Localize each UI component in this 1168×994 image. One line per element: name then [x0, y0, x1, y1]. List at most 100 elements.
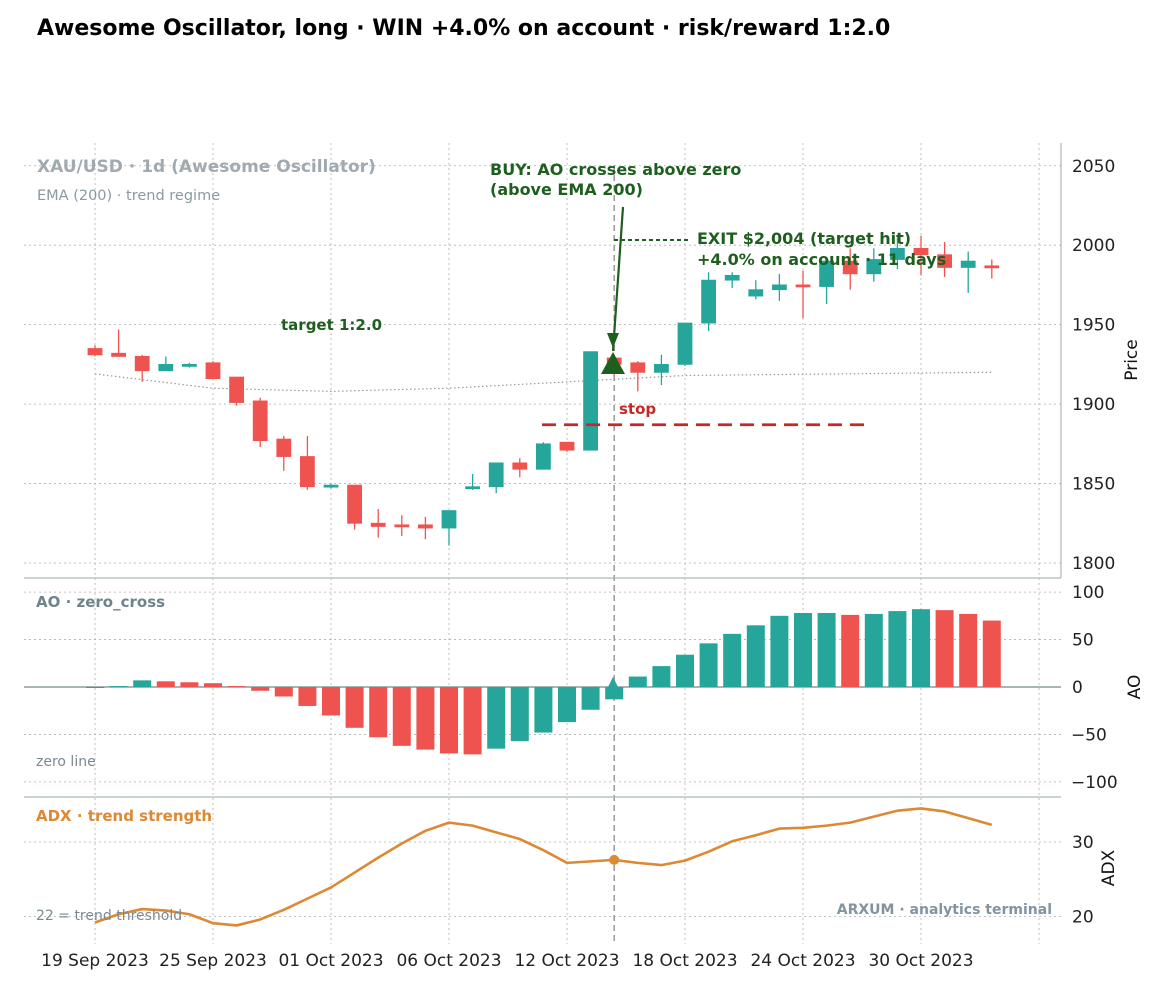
candle-body [654, 363, 669, 373]
ao-tick-label: −50 [1071, 725, 1107, 745]
ao-panel-header: AO · zero_cross [36, 593, 165, 611]
adx-line [94, 807, 993, 927]
candle-body [724, 274, 740, 281]
ao-bar [274, 687, 293, 697]
ao-tick-label: 0 [1072, 678, 1083, 698]
ao-bar [888, 611, 907, 687]
axes: 1800 1850 1900 1950 2000 2050 −100 −50 0 50 100 20 3… [24, 143, 1145, 971]
candle-body [913, 247, 929, 256]
candle-body [111, 352, 126, 357]
ao-bar [558, 687, 576, 723]
ao-bar [652, 666, 671, 687]
price-tick-label: 1900 [1072, 395, 1115, 415]
ao-bar [770, 615, 789, 687]
ao-bar [109, 686, 128, 688]
exit-label-line2: +4.0% on account · 11 days [697, 250, 946, 269]
candle-body [417, 524, 433, 529]
annotations: XAU/USD · 1d (Awesome Oscillator) EMA (20… [36, 157, 1052, 924]
candle-body [299, 456, 315, 488]
ao-bar [86, 687, 104, 688]
candle-body [748, 289, 764, 297]
candle-body [488, 462, 504, 488]
ao-bar [392, 687, 411, 746]
ao-bar [723, 633, 742, 687]
candle-body [890, 247, 905, 260]
candle-body [937, 254, 952, 268]
ao-bar [345, 687, 364, 728]
price-panel-header: XAU/USD · 1d (Awesome Oscillator) [37, 157, 376, 177]
ao-cross-marker [605, 677, 621, 693]
buy-label-line2: (above EMA 200) [490, 180, 643, 199]
ao-bar [251, 687, 270, 691]
x-tick-label: 30 Oct 2023 [868, 951, 973, 971]
ao-bar [133, 680, 152, 687]
adx-tick-label: 30 [1072, 833, 1094, 853]
candle-body [370, 522, 386, 527]
adx-tick-label: 20 [1072, 908, 1094, 928]
target-label: target 1:2.0 [281, 316, 382, 334]
ao-bar [935, 610, 954, 687]
x-tick-label: 25 Sep 2023 [159, 951, 267, 971]
ao-footnote: zero line [36, 754, 96, 770]
ao-panel [24, 609, 1061, 755]
candle-body [394, 524, 410, 528]
ao-bar [794, 612, 812, 687]
price-tick-label: 2000 [1072, 236, 1115, 256]
stop-label: stop [619, 400, 656, 418]
candle-body [181, 363, 197, 367]
ao-bar [912, 609, 930, 687]
candle-body [559, 441, 575, 451]
adx-axis-title: ADX [1099, 849, 1119, 886]
ao-bar [487, 687, 506, 749]
ao-tick-label: −100 [1071, 773, 1118, 793]
price-tick-label: 2050 [1072, 157, 1115, 177]
candle-body [158, 363, 174, 372]
adx-panel [94, 807, 993, 927]
ao-bar [841, 614, 860, 687]
x-tick-label: 06 Oct 2023 [396, 951, 501, 971]
candle-body [465, 486, 481, 490]
x-tick-label: 18 Oct 2023 [632, 951, 737, 971]
price-tick-label: 1850 [1072, 475, 1115, 495]
ao-bar [699, 643, 718, 687]
ao-bar [204, 683, 222, 687]
ao-bar [959, 613, 978, 687]
ao-bar [369, 687, 388, 738]
chart-title: Awesome Oscillator, long · WIN +4.0% on … [37, 16, 891, 41]
candle-body [583, 351, 598, 451]
candle-body [677, 322, 693, 365]
ao-bar [746, 625, 765, 687]
price-panel-subheader: EMA (200) · trend regime [37, 188, 220, 204]
candle-body [252, 400, 268, 442]
candle-body [347, 484, 363, 524]
ao-bar [534, 687, 553, 733]
buy-label-line1: BUY: AO crosses above zero [490, 160, 741, 179]
entry-arrow [611, 206, 625, 352]
candle-body [842, 260, 858, 275]
entry-arrow-head [607, 333, 619, 348]
candle-body [512, 462, 528, 470]
ao-tick-label: 50 [1072, 631, 1094, 651]
x-tick-label: 24 Oct 2023 [750, 951, 855, 971]
candle-body [795, 284, 811, 288]
adx-entry-dot [609, 854, 620, 865]
ao-bar [581, 687, 600, 710]
price-tick-label: 1950 [1072, 316, 1115, 336]
entry-triangle-marker [601, 352, 625, 374]
price-axis-title: Price [1122, 339, 1142, 380]
ao-tick-label: 100 [1072, 583, 1104, 603]
ao-bar [227, 686, 246, 688]
ao-bar [156, 681, 175, 687]
x-tick-label: 19 Sep 2023 [41, 951, 149, 971]
candle-body [229, 376, 245, 403]
ao-bar [817, 612, 836, 687]
adx-panel-header: ADX · trend strength [36, 807, 212, 825]
ao-bar [628, 676, 647, 687]
ao-bar [463, 687, 482, 755]
candle-body [772, 284, 787, 291]
price-panel [87, 206, 1000, 546]
ao-bar [982, 620, 1001, 687]
candle-body [205, 362, 221, 380]
candle-body [630, 362, 646, 373]
candle-body [87, 348, 103, 356]
